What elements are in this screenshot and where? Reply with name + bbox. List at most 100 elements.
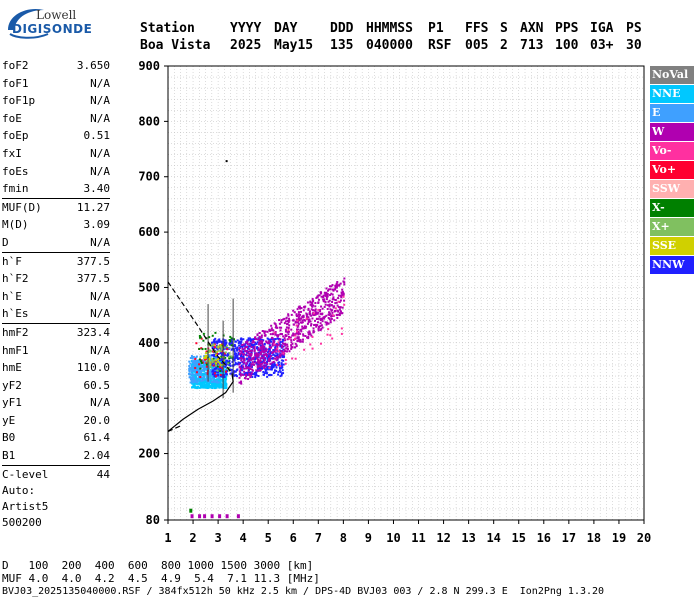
echo-point-x (200, 360, 203, 363)
param-name: foE (2, 111, 22, 125)
echo-point-x (229, 335, 232, 338)
echo-point-e (212, 356, 215, 359)
outlier-point (225, 160, 228, 163)
echo-point-w (337, 294, 340, 297)
echo-point-nnw (272, 366, 275, 369)
echo-point-w (263, 332, 266, 335)
echo-point-vo (219, 373, 222, 376)
echo-point-nnw (278, 363, 281, 366)
param-row: foEp 0.51 (2, 127, 110, 145)
echo-point-w (271, 361, 274, 364)
echo-point-w (296, 308, 299, 311)
echo-point-w (253, 350, 256, 353)
y-tick-label: 800 (138, 114, 160, 128)
header-value-ffs: 005 (465, 38, 489, 53)
echo-point-w (317, 317, 320, 320)
echo-point-w (286, 319, 289, 322)
echo-point-w (297, 328, 300, 331)
echo-point-w (263, 358, 266, 361)
echo-point-w (338, 300, 341, 303)
echo-point-w (314, 323, 317, 326)
echo-point-w (302, 327, 305, 330)
echo-point-w (260, 345, 263, 348)
echo-point-w (264, 353, 267, 356)
echo-point-w (260, 347, 263, 350)
echo-point-e (211, 380, 214, 383)
echo-point-w (282, 318, 285, 321)
echo-point-e (214, 365, 217, 368)
echo-point-w (295, 318, 298, 321)
echo-point-nnw (225, 372, 228, 375)
echo-point-vo (342, 295, 345, 298)
echo-point-w (249, 352, 252, 355)
echo-point-e (199, 355, 202, 358)
echo-point-x (214, 364, 217, 367)
echo-point-vo (295, 330, 298, 333)
echo-point-nnw (213, 353, 216, 356)
echo-point-w (339, 306, 342, 309)
echo-point-w (244, 377, 247, 380)
echo-point-w (269, 333, 272, 336)
echo-point-nne (193, 386, 196, 389)
echo-point-e (188, 369, 191, 372)
echo-point-w (317, 327, 320, 330)
echo-point-w (290, 344, 293, 347)
echo-point-w (252, 358, 255, 361)
echo-point-w (340, 292, 343, 295)
bottom-echo-mark (225, 514, 229, 519)
param-value: 11.27 (76, 200, 110, 214)
echo-point-vo (337, 300, 340, 303)
echo-point-x (207, 342, 210, 345)
echo-point-w (334, 309, 337, 312)
legend-item-x: X- (650, 199, 694, 217)
param-row: foF1p N/A (2, 92, 110, 110)
echo-point-vo (311, 335, 314, 338)
header-value-yyyy: 2025 (230, 38, 262, 53)
echo-point-w (337, 306, 340, 309)
echo-point-nnw (248, 345, 251, 348)
echo-point-w (299, 321, 302, 324)
echo-point-w (257, 349, 260, 352)
echo-point-nnw (260, 361, 263, 364)
echo-point-e (198, 365, 201, 368)
echo-point-nnw (247, 371, 250, 374)
param-row: hmF1 N/A (2, 342, 110, 360)
y-tick-label: 80 (146, 513, 160, 527)
echo-point-nne (205, 385, 208, 388)
echo-point-w (311, 303, 314, 306)
echo-point-w (288, 317, 291, 320)
echo-point-w (324, 303, 327, 306)
echo-point-vo (221, 367, 224, 370)
echo-point-w (243, 359, 246, 362)
x-tick-label: 13 (461, 531, 475, 545)
echo-point-x (202, 332, 205, 335)
bottom-echo-mark (198, 514, 202, 519)
echo-point-nne (224, 369, 227, 372)
echo-point-nnw (260, 367, 263, 370)
echo-point-nne (193, 384, 196, 387)
echo-point-w (250, 363, 253, 366)
echo-point-x (227, 362, 230, 365)
param-value: 20.0 (83, 413, 111, 427)
param-value: N/A (90, 307, 110, 321)
echo-point-w (288, 350, 291, 353)
echo-point-sse (204, 355, 207, 358)
param-row: foF2 3.650 (2, 57, 110, 75)
echo-point-nnw (266, 367, 269, 370)
echo-point-w (261, 362, 264, 365)
echo-point-nnw (242, 362, 245, 365)
echo-point-nnw (239, 361, 242, 364)
echo-point-e (215, 380, 218, 383)
echo-point-x (209, 366, 212, 369)
echo-point-e (190, 354, 193, 357)
echo-point-w (238, 363, 241, 366)
echo-point-nnw (228, 362, 231, 365)
echo-point-w (334, 299, 337, 302)
param-value: N/A (90, 111, 110, 125)
echo-point-w (339, 294, 342, 297)
echo-point-nne (190, 368, 193, 371)
echo-point-nnw (222, 340, 225, 343)
echo-point-nnw (211, 354, 214, 357)
echo-point-nnw (233, 370, 236, 373)
echo-point-w (317, 294, 320, 297)
